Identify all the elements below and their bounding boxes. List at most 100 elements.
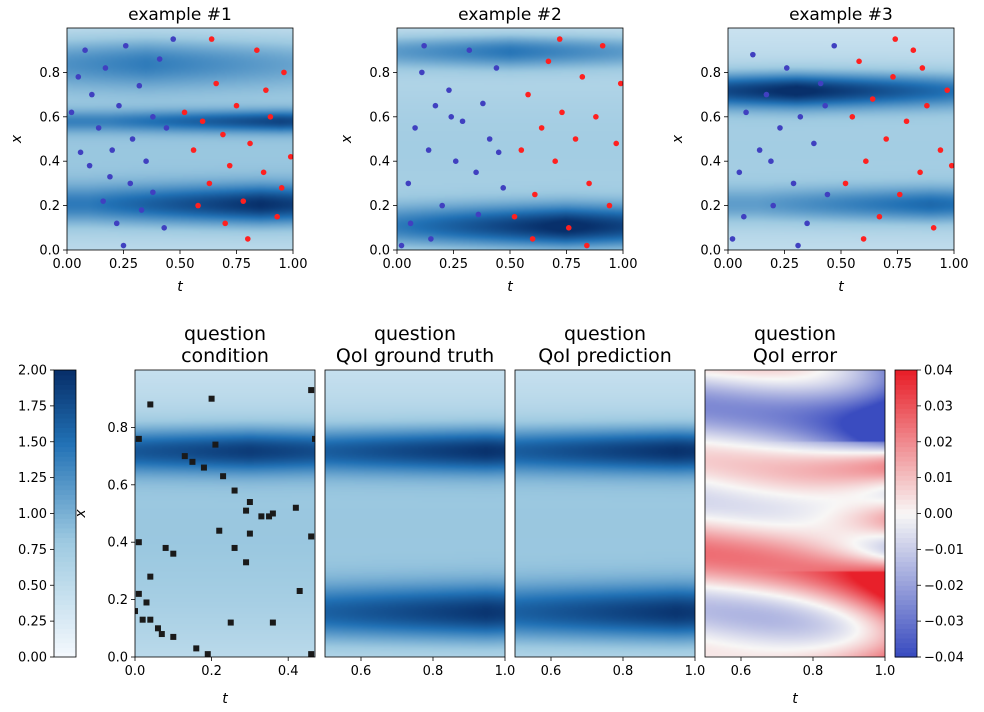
data-point-square xyxy=(296,587,303,594)
data-point-blue xyxy=(743,109,749,116)
colorbar-segment xyxy=(54,604,76,610)
data-point-square xyxy=(266,513,273,520)
colorbar-tick-label: 0.02 xyxy=(924,435,953,450)
y-axis-label: x xyxy=(73,509,89,519)
colorbar-segment xyxy=(54,374,76,381)
data-point-red xyxy=(559,109,565,116)
data-point-square xyxy=(170,550,177,557)
data-point-square xyxy=(139,616,146,623)
x-tick-label: 0.2 xyxy=(201,664,222,679)
data-point-blue xyxy=(736,169,743,176)
data-point-blue xyxy=(428,236,434,242)
data-point-square xyxy=(208,395,215,402)
panel-title-line-1: question xyxy=(184,323,266,345)
data-point-square xyxy=(147,616,154,623)
x-tick-label: 0.00 xyxy=(383,257,412,272)
data-point-red xyxy=(525,91,531,98)
data-point-red xyxy=(579,74,586,80)
x-tick-label: 0.75 xyxy=(222,257,251,272)
colorbar-tick-label: −0.03 xyxy=(924,615,964,630)
data-point-blue xyxy=(795,242,801,249)
colorbar-segment xyxy=(895,480,917,486)
data-point-blue xyxy=(109,147,115,153)
x-axis-label: t xyxy=(792,691,798,707)
data-point-red xyxy=(917,169,923,176)
data-point-red xyxy=(586,180,592,187)
data-point-square xyxy=(231,544,238,551)
colorbar-tick-label: 1.50 xyxy=(18,435,47,450)
x-tick-label: 0.75 xyxy=(883,257,912,272)
data-point-blue xyxy=(113,220,120,227)
y-tick-label: 0.6 xyxy=(107,478,128,493)
data-point-square xyxy=(269,619,276,626)
heatmap-plot: 0.0 0.2 0.4 t 0.0 0.2 0.4 0.6 0.8 x xyxy=(73,369,316,707)
colorbar-segment xyxy=(895,451,917,457)
data-point-blue xyxy=(170,36,177,42)
data-point-red xyxy=(937,147,944,153)
data-point-blue xyxy=(824,191,831,198)
data-point-red xyxy=(274,213,280,220)
colorbar-segment xyxy=(895,580,917,586)
data-point-blue xyxy=(89,91,95,98)
colorbar-segment xyxy=(895,566,917,572)
x-tick-label: 0.00 xyxy=(714,257,743,272)
colorbar-segment xyxy=(54,427,76,433)
y-tick-label: 0.2 xyxy=(107,593,128,608)
colorbar-segment xyxy=(895,594,917,601)
y-tick-label: 0.8 xyxy=(107,421,128,436)
colorbar-segment xyxy=(895,398,917,405)
data-point-red xyxy=(511,213,518,220)
colorbar-segment xyxy=(54,546,76,553)
data-point-blue xyxy=(452,158,459,164)
x-tick-label: 0.50 xyxy=(827,257,856,272)
colorbar-segment xyxy=(54,652,76,658)
data-point-blue xyxy=(439,202,446,209)
x-tick-label: 1.00 xyxy=(279,257,308,272)
data-point-blue xyxy=(783,65,790,71)
data-point-red xyxy=(919,65,926,71)
colorbar-segment xyxy=(54,628,76,634)
data-point-red xyxy=(190,147,197,153)
data-point-blue xyxy=(75,74,82,80)
panel-example-2: example #2 0.00 0.25 0.50 0.75 1.00t0.00.20.… xyxy=(339,5,637,295)
data-point-blue xyxy=(150,114,156,120)
data-point-blue xyxy=(100,198,106,204)
data-point-red xyxy=(532,191,538,198)
data-point-red xyxy=(842,180,849,187)
data-point-red xyxy=(593,114,599,120)
colorbar-tick-label: 0.25 xyxy=(18,615,47,630)
colorbar-tick-label: 0.50 xyxy=(18,579,47,594)
data-point-red xyxy=(538,125,545,131)
colorbar-segment xyxy=(54,647,76,653)
data-point-red xyxy=(213,80,219,87)
data-point-red xyxy=(199,118,206,125)
data-point-red xyxy=(278,185,285,191)
data-point-blue xyxy=(82,47,88,53)
panel-question-condition: question condition 0.0 0.2 0.4t0.00.20.40.… xyxy=(73,323,316,707)
heatmap-field xyxy=(67,28,293,250)
data-point-blue xyxy=(750,51,756,58)
colorbar-segment xyxy=(54,590,76,596)
colorbar-tick-label: 0.04 xyxy=(924,364,953,379)
data-point-red xyxy=(206,180,213,187)
data-point-blue xyxy=(432,102,439,109)
data-point-square xyxy=(162,544,169,551)
y-tick-label: 0.6 xyxy=(39,110,60,125)
colorbar-tick-label: 0.01 xyxy=(924,471,953,486)
data-point-red xyxy=(930,225,937,231)
data-point-blue xyxy=(741,213,747,220)
colorbar-segment xyxy=(895,475,917,481)
x-axis-label: t xyxy=(177,279,183,295)
colorbar-segment xyxy=(895,570,917,577)
data-point-square xyxy=(246,499,253,506)
panel-title-line-1: question xyxy=(374,323,456,345)
colorbar-segment xyxy=(54,537,76,543)
data-point-blue xyxy=(446,87,452,93)
data-point-blue xyxy=(777,125,783,131)
y-tick-label: 0.0 xyxy=(39,244,60,259)
heatmap-plot: 0.00 0.25 0.50 0.75 1.00 t 0.0 0.2 0.4 0.6 0.8 x xyxy=(9,27,308,295)
data-point-blue xyxy=(797,114,804,120)
colorbar-segment xyxy=(54,384,76,390)
data-point-blue xyxy=(107,173,113,180)
y-tick-label: 0.2 xyxy=(39,199,60,214)
